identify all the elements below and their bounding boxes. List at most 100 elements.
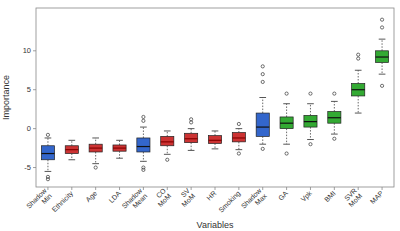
flier: [333, 137, 336, 140]
whisker-low: [215, 143, 216, 148]
x-tick-label: BMI: [323, 189, 337, 203]
x-tick-label-group: MAP: [369, 189, 385, 205]
median: [65, 149, 78, 150]
x-tick: [71, 187, 72, 190]
x-tick-label: SVMoM: [175, 187, 196, 208]
whisker-low: [143, 152, 144, 161]
x-tick-label: HR: [205, 190, 217, 202]
whisker-low: [286, 129, 287, 145]
median: [161, 141, 174, 142]
x-tick-label-line: Min: [40, 192, 53, 205]
x-tick-label-line: MoM: [180, 192, 196, 208]
flier: [190, 121, 193, 124]
x-tick-label-line: Mean: [131, 192, 148, 209]
cap-high: [164, 130, 171, 131]
cap-high: [379, 39, 386, 40]
x-tick-label-group: ShadowMean: [120, 186, 149, 215]
whisker-high: [238, 129, 239, 133]
whisker-high: [358, 70, 359, 83]
cap-high: [307, 103, 314, 104]
whisker-low: [95, 152, 96, 164]
flier: [237, 122, 240, 125]
box: [304, 115, 317, 127]
x-tick-label-line: BMI: [323, 189, 337, 203]
cap-low: [68, 159, 75, 160]
boxes: [41, 18, 388, 181]
x-tick: [262, 187, 263, 190]
x-tick-label: Vpk: [299, 189, 314, 204]
box: [256, 113, 269, 136]
x-tick-label: ShadowMean: [120, 186, 149, 215]
flier: [380, 26, 383, 29]
x-tick: [358, 187, 359, 190]
box-group: [185, 118, 198, 151]
whisker-low: [119, 151, 120, 158]
whisker-high: [119, 140, 120, 145]
cap-high: [92, 137, 99, 138]
median: [280, 123, 293, 124]
cap-high: [116, 140, 123, 141]
x-axis: ShadowMinEthnicityAgeLDAShadowMeanCOMoMS…: [25, 186, 385, 215]
box: [161, 136, 174, 145]
x-tick-label-line: GA: [277, 189, 289, 201]
x-tick-label-group: COMoM: [151, 186, 173, 208]
flier: [190, 118, 193, 121]
x-tick: [286, 187, 287, 190]
flier: [142, 119, 145, 122]
cap-low: [116, 158, 123, 159]
box-group: [256, 65, 269, 151]
x-tick: [47, 187, 48, 190]
x-tick-label-line: Max: [254, 192, 269, 207]
whisker-low: [262, 136, 263, 144]
whisker-high: [262, 98, 263, 114]
flier: [261, 73, 264, 76]
whisker-high: [167, 131, 168, 136]
flier: [380, 18, 383, 21]
cap-low: [164, 154, 171, 155]
whisker-low: [238, 142, 239, 150]
cap-low: [45, 171, 52, 172]
flier: [357, 57, 360, 60]
flier: [237, 152, 240, 155]
box: [137, 138, 150, 152]
cap-low: [236, 149, 243, 150]
flier: [166, 158, 169, 161]
y-tick-label: 10: [23, 46, 31, 55]
x-tick-label-group: Vpk: [299, 189, 314, 204]
whisker-low: [47, 160, 48, 172]
box-group: [65, 140, 78, 159]
cap-high: [355, 70, 362, 71]
flier: [46, 133, 49, 136]
cap-low: [307, 139, 314, 140]
median: [232, 137, 245, 138]
whisker-high: [382, 39, 383, 51]
cap-high: [45, 137, 52, 138]
whisker-high: [310, 104, 311, 116]
x-tick-label-group: SVRMoM: [342, 187, 363, 208]
flier: [94, 166, 97, 169]
cap-high: [283, 103, 290, 104]
whisker-low: [71, 154, 72, 160]
cap-high: [212, 130, 219, 131]
median: [256, 126, 269, 127]
box: [41, 146, 54, 160]
x-tick-label: Age: [84, 189, 99, 204]
x-tick-label-line: HR: [205, 190, 217, 202]
box: [328, 112, 341, 124]
whisker-high: [47, 138, 48, 146]
whisker-high: [286, 104, 287, 117]
x-tick-label-line: MAP: [369, 189, 385, 205]
median: [352, 89, 365, 90]
x-tick-label-line: Ethnicity: [51, 189, 76, 214]
flier: [309, 143, 312, 146]
x-tick-label-group: LDA: [107, 189, 122, 204]
x-tick-label-group: Ethnicity: [51, 189, 76, 214]
plot-frame: [36, 8, 394, 187]
flier: [261, 65, 264, 68]
x-tick: [167, 187, 168, 190]
cap-low: [259, 144, 266, 145]
x-tick: [95, 187, 96, 190]
whisker-low: [191, 143, 192, 151]
x-tick-label-group: SVMoM: [175, 187, 196, 208]
x-tick: [143, 187, 144, 190]
